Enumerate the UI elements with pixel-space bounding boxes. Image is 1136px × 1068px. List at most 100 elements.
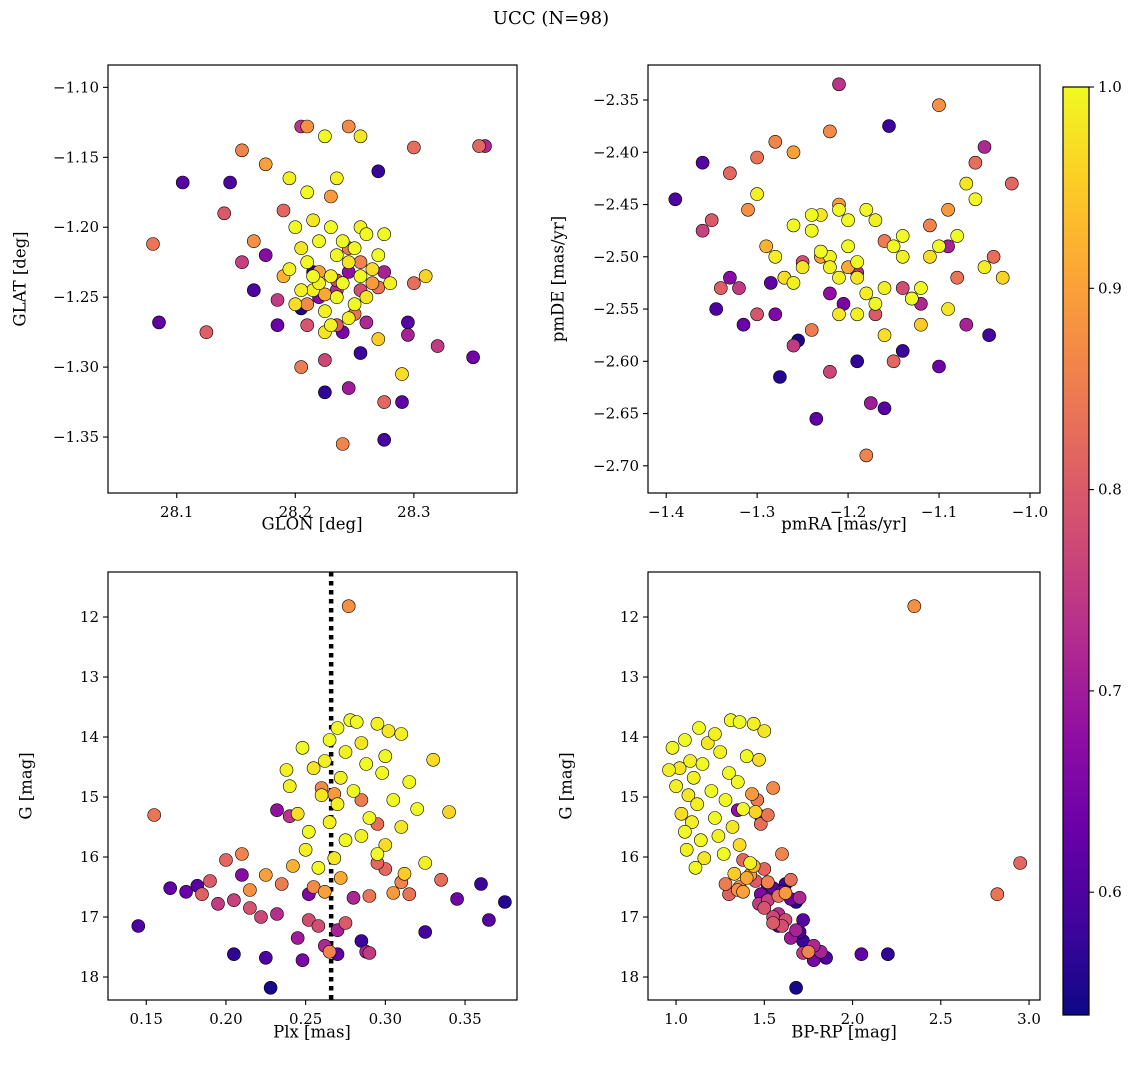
y-tick-label: 16 (620, 848, 639, 866)
x-tick-label: 28.3 (397, 503, 430, 521)
y-tick-label: 13 (80, 668, 99, 686)
star-point (211, 896, 225, 911)
star-point (743, 856, 758, 870)
star-point (442, 805, 456, 819)
star-point (813, 244, 828, 259)
y-tick-label: 12 (620, 608, 639, 626)
star-point (295, 740, 310, 755)
star-point (318, 385, 332, 400)
star-point (732, 838, 747, 852)
star-point (498, 895, 512, 909)
panel-border-2 (647, 64, 1041, 494)
star-point (695, 155, 710, 170)
star-point (235, 143, 249, 158)
y-tick-label: 12 (80, 608, 99, 626)
star-point (895, 281, 910, 295)
star-point (347, 241, 362, 255)
star-point (886, 354, 901, 369)
star-point (341, 311, 356, 326)
panel-border-3 (107, 571, 518, 1001)
star-point (300, 255, 315, 270)
star-point (434, 872, 448, 887)
y-tick-label: −1.10 (53, 78, 99, 96)
star-point (914, 281, 928, 295)
star-point (324, 220, 338, 234)
star-point (786, 276, 801, 290)
star-point (678, 824, 692, 839)
x-tick-label: −1.4 (648, 503, 684, 521)
star-point (877, 281, 892, 295)
star-point (377, 432, 392, 447)
star-point (804, 223, 819, 238)
y-tick-label: −1.25 (53, 288, 99, 306)
star-point (263, 980, 278, 995)
y-tick-label: −2.45 (593, 196, 639, 214)
star-point (801, 944, 816, 959)
y-tick-label: 18 (80, 968, 99, 986)
star-point (746, 716, 761, 731)
star-point (881, 947, 895, 962)
panel-border-4 (647, 571, 1041, 1001)
star-point (418, 269, 433, 284)
star-point (850, 354, 865, 369)
y-tick-label: −2.60 (593, 352, 639, 370)
star-point (474, 877, 488, 891)
star-point (270, 318, 285, 333)
x-tick-label: 1.5 (752, 1010, 776, 1028)
star-point (895, 229, 910, 243)
star-point (370, 847, 385, 861)
y-tick-label: 16 (80, 848, 99, 866)
star-point (686, 770, 701, 785)
star-point (395, 395, 409, 409)
star-point (407, 140, 421, 155)
star-point (708, 727, 722, 741)
x-tick-label: 0.25 (289, 1010, 322, 1028)
star-point (346, 890, 361, 905)
star-point (868, 296, 883, 311)
star-point (841, 239, 855, 254)
star-point (290, 806, 305, 821)
star-point (359, 315, 374, 330)
star-point (739, 871, 754, 885)
star-point (950, 229, 965, 243)
x-tick-label: 2.0 (841, 1010, 865, 1028)
star-point (295, 953, 310, 968)
star-point (472, 139, 486, 153)
star-point (203, 874, 217, 888)
star-point (685, 815, 699, 830)
star-point (745, 787, 759, 801)
star-point (713, 745, 728, 759)
y-tick-label: 15 (80, 788, 99, 806)
star-point (288, 220, 303, 234)
star-point (823, 124, 837, 139)
star-point (792, 890, 807, 905)
star-point (977, 140, 992, 154)
star-point (329, 248, 344, 262)
star-point (941, 302, 955, 316)
colorbar-tick-label: 0.6 (1098, 883, 1122, 901)
star-point (786, 338, 801, 353)
star-point (732, 715, 747, 729)
star-point (300, 119, 315, 134)
panel1-xlabel: GLON [deg] (261, 514, 363, 534)
star-point (766, 781, 780, 795)
star-point (359, 757, 374, 771)
star-point (823, 364, 837, 379)
star-point (152, 315, 166, 330)
star-point (823, 260, 837, 275)
star-point (683, 754, 698, 768)
star-point (290, 931, 305, 945)
star-point (324, 269, 338, 284)
star-point (286, 859, 300, 873)
panel2-xlabel: pmRA [mas/yr] (781, 514, 907, 534)
star-point (697, 851, 712, 866)
star-point (736, 802, 750, 816)
y-tick-label: −2.35 (593, 91, 639, 109)
star-point (418, 856, 433, 870)
star-point (254, 910, 268, 924)
colorbar-border (1062, 86, 1090, 1016)
y-tick-label: 17 (80, 908, 99, 926)
star-point (247, 283, 261, 298)
star-point (394, 820, 409, 834)
star-point (466, 350, 480, 365)
